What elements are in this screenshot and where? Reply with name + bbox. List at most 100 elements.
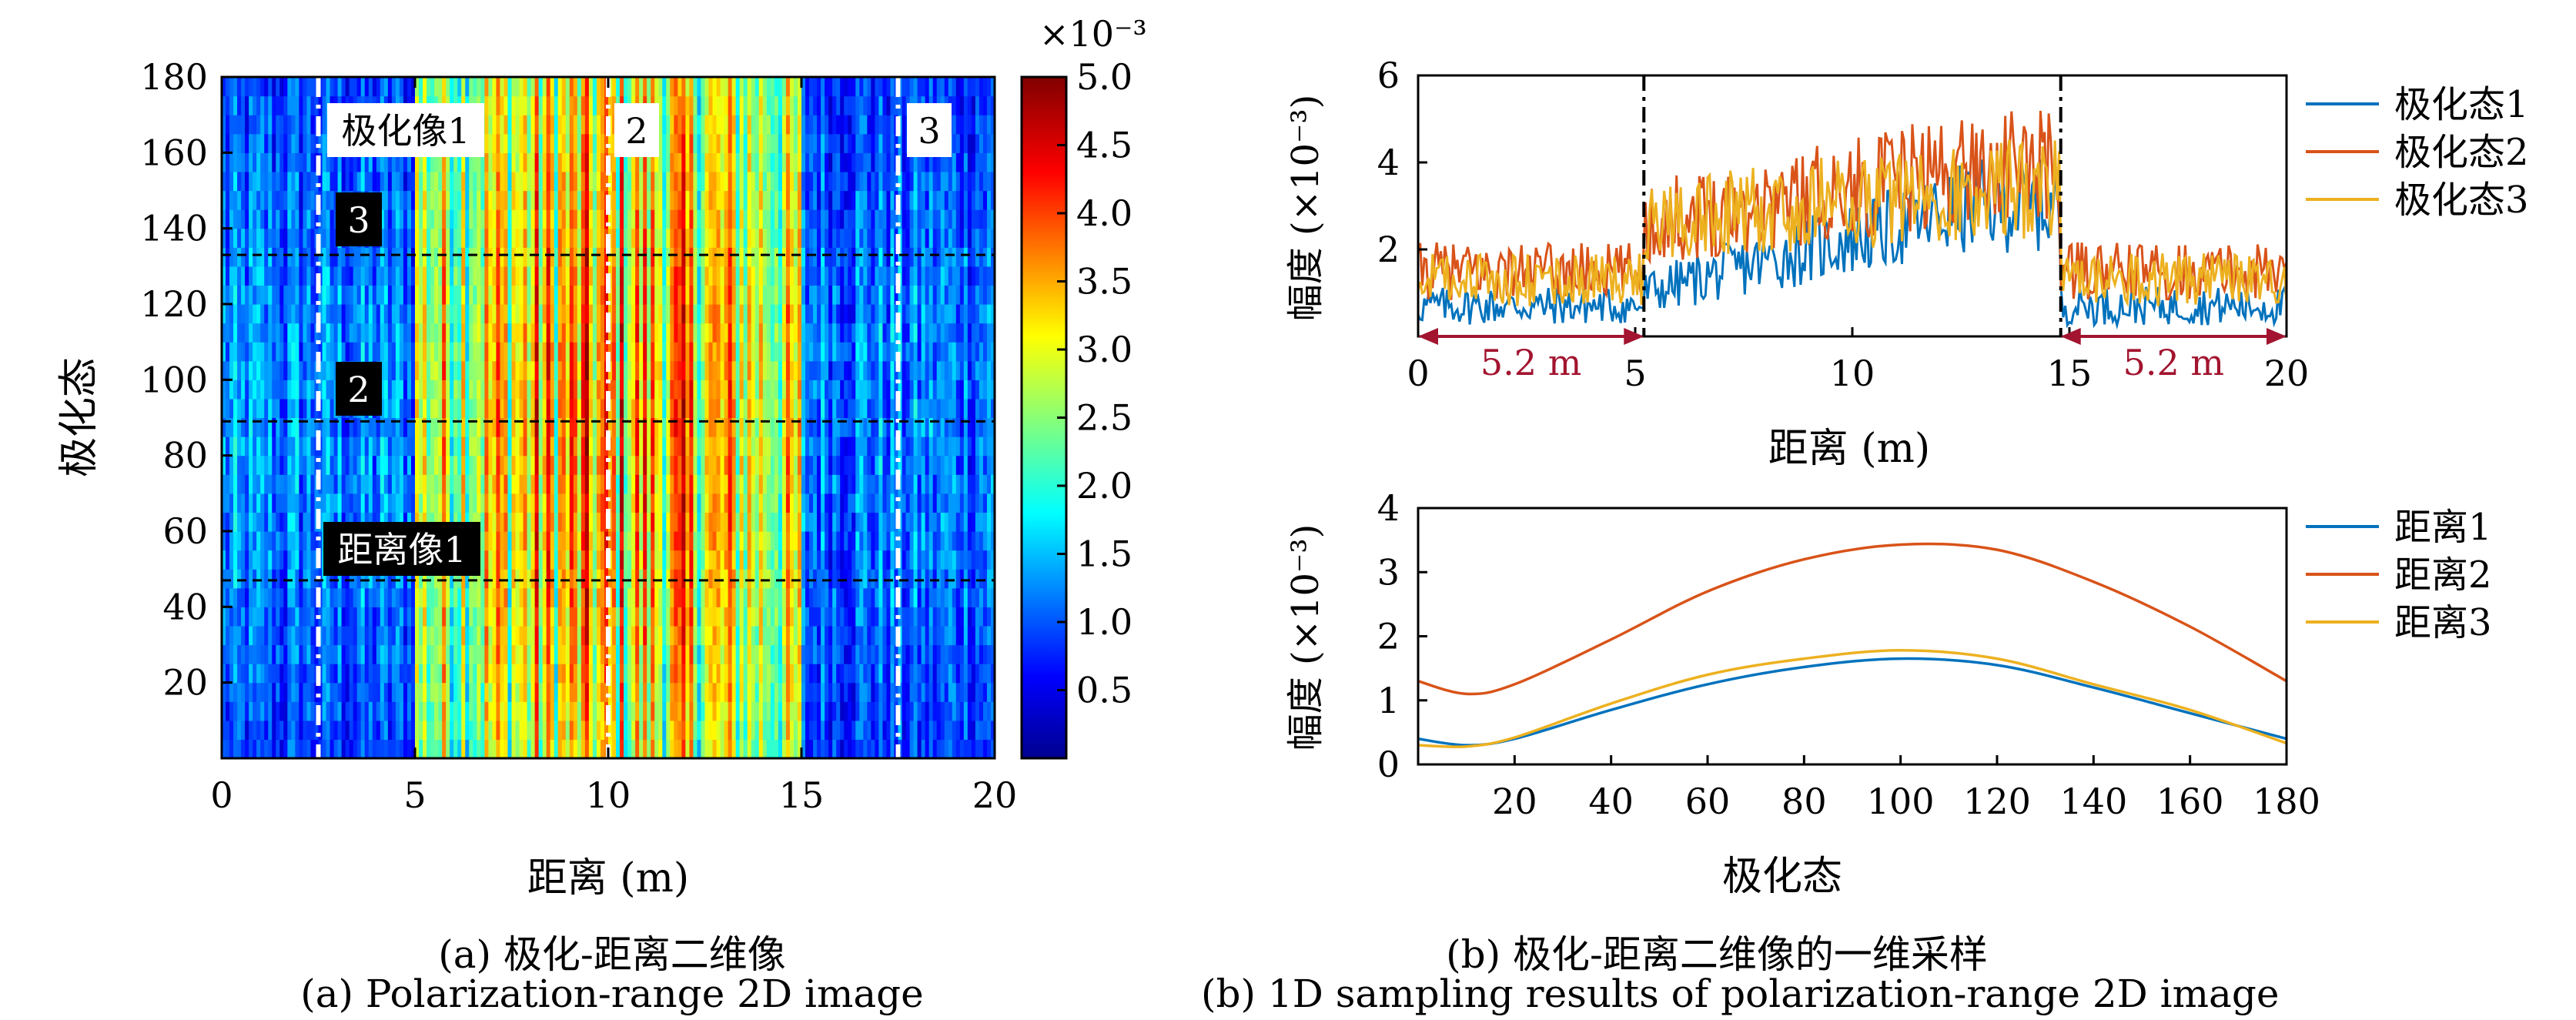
- heatmap-cell: [681, 701, 686, 721]
- heatmap-cell: [500, 550, 505, 570]
- heatmap-cell: [434, 209, 439, 229]
- heatmap-cell: [326, 209, 331, 229]
- heatmap-cell: [446, 493, 450, 513]
- heatmap-cell: [670, 550, 674, 570]
- heatmap-cell: [685, 152, 691, 172]
- heatmap-cell: [303, 587, 308, 607]
- heatmap-cell: [701, 77, 706, 97]
- heatmap-cell: [724, 607, 729, 627]
- heatmap-cell: [716, 474, 721, 494]
- heatmap-cell: [685, 493, 691, 513]
- heatmap-cell: [624, 304, 628, 324]
- heatmap-cell: [260, 285, 265, 305]
- heatmap-cell: [739, 228, 744, 248]
- heatmap-cell: [406, 247, 412, 267]
- heatmap-cell: [226, 493, 230, 513]
- heatmap-cell: [612, 512, 617, 532]
- heatmap-cell: [666, 115, 671, 135]
- heatmap-cell: [577, 360, 582, 380]
- heatmap-cell: [356, 247, 362, 267]
- heatmap-cell: [716, 701, 721, 721]
- heatmap-cell: [253, 512, 257, 532]
- heatmap-cell: [430, 625, 435, 646]
- heatmap-cell: [380, 455, 385, 475]
- heatmap-cell: [592, 285, 597, 305]
- heatmap-cell: [434, 171, 439, 192]
- heatmap-cell: [666, 398, 671, 419]
- heatmap-cell: [747, 720, 752, 741]
- heatmap-cell: [724, 360, 729, 380]
- heatmap-cell: [728, 323, 733, 343]
- heatmap-cell: [345, 587, 350, 607]
- heatmap-cell: [735, 95, 741, 115]
- heatmap-cell: [419, 474, 423, 494]
- heatmap-cell: [523, 285, 528, 305]
- heatmap-cell: [693, 304, 698, 324]
- heatmap-cell: [399, 587, 404, 607]
- heatmap-cell: [406, 398, 412, 419]
- heatmap-cell: [233, 398, 238, 419]
- heatmap-cell: [573, 417, 578, 437]
- heatmap-cell: [681, 587, 686, 607]
- heatmap-cell: [395, 190, 400, 210]
- heatmap-cell: [573, 607, 578, 627]
- heatmap-cell: [222, 171, 226, 192]
- heatmap-cell: [565, 380, 570, 400]
- heatmap-cell: [592, 701, 597, 721]
- heatmap-cell: [747, 209, 752, 229]
- heatmap-cell: [693, 171, 698, 192]
- heatmap-cell: [253, 569, 257, 589]
- heatmap-cell: [364, 664, 370, 684]
- heatmap-cell: [697, 228, 702, 248]
- heatmap-cell: [423, 285, 427, 305]
- heatmap-cell: [674, 304, 678, 324]
- heatmap-cell: [415, 587, 420, 607]
- heatmap-cell: [473, 152, 477, 172]
- heatmap-cell: [268, 587, 273, 607]
- heatmap-cell: [658, 95, 663, 115]
- heatmap-cell: [658, 493, 663, 513]
- heatmap-cell: [693, 398, 698, 419]
- heatmap-cell: [658, 644, 663, 664]
- heatmap-cell: [538, 607, 544, 627]
- heatmap-cell: [237, 380, 242, 400]
- heatmap-cell: [492, 342, 497, 362]
- heatmap-cell: [345, 247, 350, 267]
- heatmap-cell: [550, 644, 555, 664]
- heatmap-cell: [249, 531, 253, 551]
- heatmap-cell: [527, 152, 532, 172]
- heatmap-cell: [588, 682, 594, 702]
- heatmap-cell: [720, 247, 725, 267]
- heatmap-cell: [580, 531, 586, 551]
- heatmap-cell: [446, 77, 450, 97]
- heatmap-cell: [527, 247, 532, 267]
- heatmap-cell: [627, 682, 632, 702]
- heatmap-cell: [720, 550, 725, 570]
- heatmap-cell: [651, 304, 655, 324]
- heatmap-cell: [507, 569, 513, 589]
- heatmap-cell: [616, 209, 621, 229]
- heatmap-cell: [639, 739, 644, 758]
- heatmap-cell: [488, 550, 493, 570]
- heatmap-cell: [565, 531, 570, 551]
- heatmap-cell: [237, 360, 242, 380]
- heatmap-cell: [728, 664, 733, 684]
- heatmap-cell: [306, 285, 312, 305]
- heatmap-cell: [712, 77, 718, 97]
- heatmap-cell: [639, 701, 644, 721]
- heatmap-cell: [360, 77, 366, 97]
- heatmap-cell: [712, 247, 718, 267]
- heatmap-cell: [565, 550, 570, 570]
- heatmap-cell: [241, 77, 246, 97]
- heatmap-cell: [496, 531, 501, 551]
- heatmap-cell: [604, 285, 609, 305]
- heatmap-cell: [295, 115, 299, 135]
- heatmap-cell: [283, 720, 288, 741]
- heatmap-cell: [333, 720, 339, 741]
- heatmap-cell: [523, 152, 528, 172]
- heatmap-cell: [446, 474, 450, 494]
- heatmap-cell: [704, 512, 710, 532]
- heatmap-cell: [651, 701, 655, 721]
- heatmap-cell: [279, 531, 284, 551]
- heatmap-cell: [364, 587, 370, 607]
